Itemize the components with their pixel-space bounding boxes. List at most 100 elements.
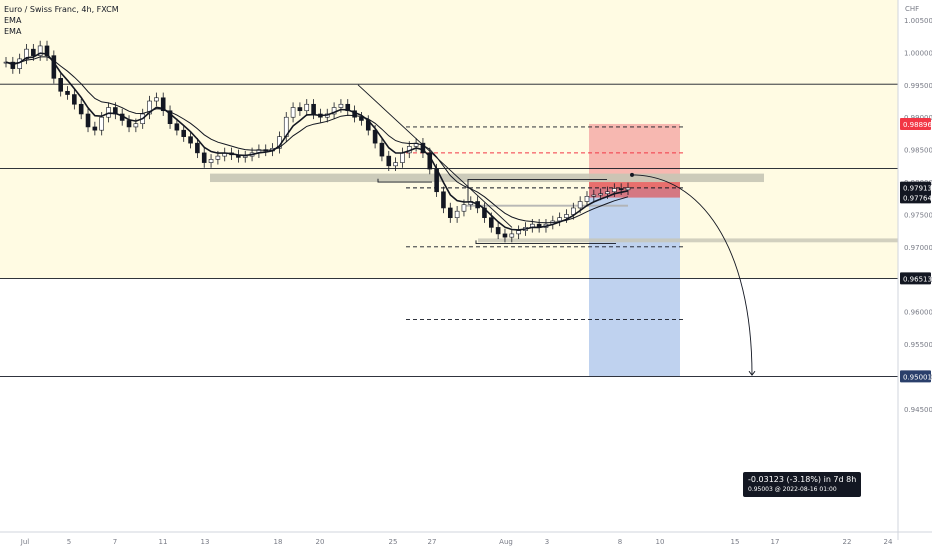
x-tick-label: 13	[201, 538, 210, 546]
x-tick-label: 22	[843, 538, 852, 546]
candle-body	[10, 61, 16, 69]
take-profit-zone	[589, 187, 680, 377]
support-zone	[478, 238, 898, 243]
candle-body	[160, 97, 166, 112]
candle-body	[37, 45, 43, 56]
price-tag-stop	[900, 117, 931, 130]
projection-change: -0.03123 (-3.18%) in 7d 8h	[748, 475, 857, 484]
candle-body	[65, 90, 70, 95]
x-tick-label: 24	[884, 538, 893, 546]
projection-tooltip: -0.03123 (-3.18%) in 7d 8h 0.95003 @ 202…	[743, 472, 862, 497]
y-tick-label: 1.00500	[904, 17, 932, 25]
candle-body	[359, 116, 364, 121]
ema-fast-line	[5, 52, 629, 231]
candle-body	[612, 188, 617, 193]
candle-body	[17, 58, 22, 69]
y-tick-label: 0.97500	[904, 211, 932, 219]
candle-body	[290, 107, 296, 118]
x-tick-label: 11	[159, 538, 168, 546]
candle-body	[577, 201, 583, 209]
candle-body	[174, 123, 180, 131]
y-tick-label: 0.96000	[904, 309, 932, 317]
candle-body	[78, 103, 84, 115]
price-tag-current	[900, 191, 931, 204]
x-tick-label: 3	[545, 538, 549, 546]
candle-body	[441, 191, 446, 209]
candle-body	[72, 94, 77, 105]
ema-slow-line	[5, 56, 629, 224]
candle-body	[379, 142, 385, 157]
candle-body	[625, 187, 631, 191]
candle-body	[215, 155, 221, 160]
candle-body	[195, 142, 200, 154]
x-tick-label: 10	[656, 538, 665, 546]
background-band	[0, 0, 898, 279]
trendline	[357, 84, 513, 228]
x-tick-label: Jul	[20, 538, 30, 546]
candle-body	[584, 195, 590, 202]
projection-target-time: 0.95003 @ 2022-08-16 01:00	[748, 486, 837, 493]
x-tick-label: 15	[731, 538, 740, 546]
minor-zone	[462, 204, 628, 207]
price-tag-label: 0.97913	[903, 185, 932, 193]
y-tick-label: 0.94500	[904, 406, 932, 414]
candles	[3, 40, 631, 243]
entry-zone-highlight	[589, 182, 680, 198]
candle-body	[297, 107, 303, 112]
candle-body	[106, 107, 111, 118]
indicator-ema-1[interactable]: EMA	[4, 16, 22, 25]
candle-body	[133, 123, 139, 128]
candle-body	[99, 116, 104, 131]
candle-body	[188, 136, 193, 144]
candle-body	[44, 45, 50, 56]
x-tick-label: 5	[67, 538, 71, 546]
price-tag-entry	[900, 181, 931, 194]
candle-body	[154, 97, 159, 102]
candle-body	[372, 129, 378, 144]
candle-body	[605, 191, 610, 195]
candle-body	[208, 159, 214, 163]
x-tick-label: 25	[389, 538, 398, 546]
symbol-title[interactable]: Euro / Swiss Franc, 4h, FXCM	[4, 5, 119, 14]
range-box-top	[467, 178, 607, 201]
candle-body	[564, 214, 569, 218]
x-tick-label: 27	[428, 538, 437, 546]
y-tick-label: 1.00000	[904, 49, 932, 57]
price-tag-label: 0.95001	[903, 373, 932, 381]
projection-arrowhead	[748, 370, 756, 376]
price-tag-target	[900, 370, 931, 383]
candle-body	[58, 78, 63, 92]
currency-label: CHF	[905, 5, 919, 13]
chart-legend: Euro / Swiss Franc, 4h, FXCM EMA EMA	[4, 4, 119, 37]
range-box-left	[377, 178, 432, 183]
candle-body	[393, 162, 398, 167]
indicator-ema-2[interactable]: EMA	[4, 27, 22, 36]
candle-body	[304, 103, 310, 112]
projection-curve	[631, 174, 753, 376]
candle-body	[167, 110, 173, 125]
y-tick-label: 0.99500	[904, 82, 932, 90]
candle-body	[338, 103, 344, 108]
candle-body	[509, 233, 515, 238]
candle-body	[345, 103, 351, 112]
x-tick-label: 18	[274, 538, 283, 546]
resistance-zone	[210, 173, 764, 183]
candle-body	[400, 152, 405, 163]
y-tick-label: 0.95500	[904, 341, 932, 349]
price-tag-label: 0.97764	[903, 194, 932, 202]
candle-body	[516, 230, 521, 235]
candle-body	[85, 113, 91, 128]
candle-body	[92, 126, 98, 131]
price-tag-level	[900, 272, 931, 285]
candle-body	[311, 103, 316, 115]
candle-body	[591, 194, 597, 197]
candle-body	[488, 217, 494, 228]
y-tick-label: 0.98500	[904, 147, 932, 155]
x-tick-label: 7	[113, 538, 117, 546]
candle-body	[495, 227, 501, 235]
candle-body	[461, 204, 467, 212]
candle-body	[447, 207, 453, 218]
candle-body	[502, 233, 508, 238]
